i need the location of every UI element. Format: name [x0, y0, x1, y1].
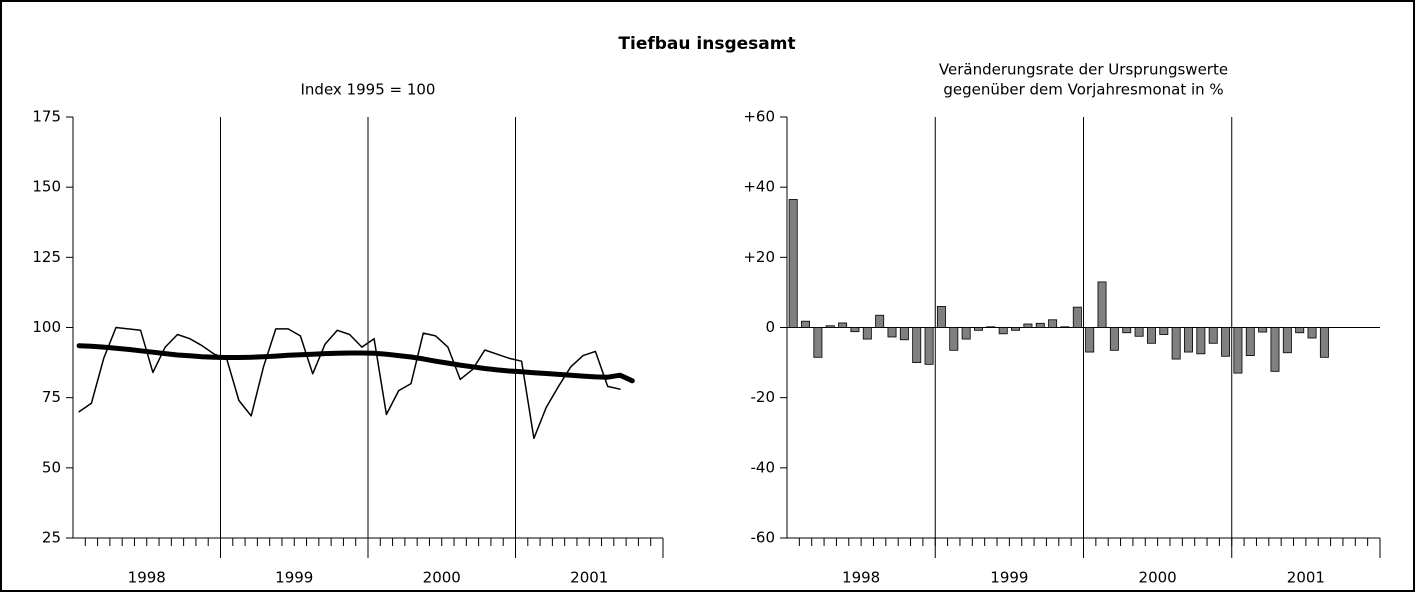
y-tick-label: 25 [42, 529, 61, 547]
x-tick-label: 1998 [128, 569, 166, 587]
bar [813, 327, 823, 358]
chart-subtitle: gegenüber dem Vorjahresmonat in % [943, 81, 1223, 99]
bar [801, 320, 811, 328]
x-tick-label: 2000 [1139, 569, 1177, 587]
bar [1319, 327, 1329, 358]
chart-title: Tiefbau insgesamt [618, 34, 795, 54]
bar [1097, 281, 1107, 328]
x-tick-label: 1999 [990, 569, 1028, 587]
bar [924, 327, 934, 365]
line-series [78, 326, 621, 440]
bar [875, 314, 885, 328]
bar [1109, 327, 1119, 351]
y-tick-label: 175 [32, 108, 61, 126]
bar [1171, 327, 1181, 360]
bar [1146, 327, 1156, 344]
y-tick-label: -20 [751, 388, 776, 406]
chart-subtitle: Index 1995 = 100 [301, 81, 436, 99]
bar [936, 306, 946, 328]
bar [998, 327, 1008, 335]
bar [825, 325, 835, 328]
bar [949, 327, 959, 351]
chart-subtitle: Veränderungsrate der Ursprungswerte [939, 61, 1228, 79]
bar [1085, 327, 1095, 353]
bar [1282, 327, 1292, 354]
y-tick-label: 75 [42, 388, 61, 406]
bar [1245, 327, 1255, 356]
y-tick-label: +20 [743, 248, 775, 266]
y-tick-label: 50 [42, 458, 61, 476]
bar [912, 327, 922, 363]
line-series [76, 343, 635, 384]
bar [974, 327, 983, 331]
bar [1048, 319, 1058, 328]
bar [986, 326, 996, 328]
y-tick-label: -60 [751, 529, 776, 547]
bar [1011, 327, 1021, 331]
bar [961, 327, 971, 340]
bar [788, 199, 798, 328]
bar [1134, 327, 1144, 337]
y-tick-label: 0 [765, 318, 775, 336]
bar [1122, 327, 1132, 334]
y-tick-label: -40 [751, 458, 776, 476]
bar [1035, 322, 1045, 328]
y-tick-label: +40 [743, 178, 775, 196]
bar [887, 327, 897, 338]
x-tick-label: 2000 [423, 569, 461, 587]
bar [1295, 327, 1305, 334]
y-tick-label: 125 [32, 248, 61, 266]
x-tick-label: 2001 [570, 569, 608, 587]
bar [1258, 327, 1268, 333]
x-tick-label: 1999 [275, 569, 313, 587]
x-tick-label: 1998 [842, 569, 880, 587]
y-tick-label: 150 [32, 178, 61, 196]
bar [1270, 327, 1280, 372]
bar [1221, 327, 1231, 357]
y-tick-label: 100 [32, 318, 61, 336]
y-tick-label: +60 [743, 108, 775, 126]
bar [1072, 306, 1082, 328]
bar [1023, 323, 1033, 328]
bar [1233, 327, 1243, 374]
bar [1307, 327, 1317, 339]
bar [899, 327, 909, 341]
bar [850, 327, 860, 333]
x-tick-label: 2001 [1287, 569, 1325, 587]
bar [1060, 326, 1070, 328]
bar [1208, 327, 1218, 344]
bar [838, 322, 848, 328]
bar [1159, 327, 1169, 335]
bar [1184, 327, 1193, 353]
bar [862, 327, 872, 340]
bar [1196, 327, 1206, 355]
